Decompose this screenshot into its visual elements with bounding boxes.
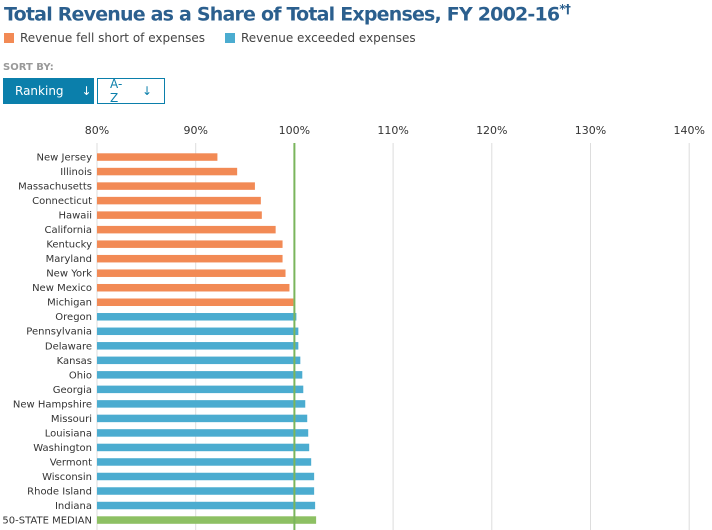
category-label: Indiana — [55, 501, 92, 512]
sort-ranking-button[interactable]: Ranking ↓ — [3, 78, 94, 104]
category-label: Kentucky — [46, 240, 92, 251]
category-label: New Hampshire — [13, 399, 92, 410]
x-tick-label: 120% — [476, 124, 507, 137]
bar — [97, 153, 218, 161]
category-label: California — [45, 225, 93, 236]
bar — [97, 327, 299, 336]
bar — [97, 371, 303, 379]
category-label: 50-STATE MEDIAN — [2, 516, 92, 527]
bar — [97, 240, 283, 248]
bar — [97, 443, 310, 452]
legend: Revenue fell short of expenses Revenue e… — [4, 31, 416, 45]
bar — [97, 342, 299, 350]
bar — [97, 225, 276, 234]
x-tick-label: 130% — [575, 124, 606, 137]
bar — [97, 516, 317, 524]
category-label: New Mexico — [32, 283, 92, 294]
category-label: Vermont — [50, 457, 92, 468]
bar — [97, 211, 262, 219]
category-label: Georgia — [53, 385, 92, 396]
x-tick-label: 80% — [85, 124, 109, 137]
bar — [97, 487, 315, 495]
category-label: Michigan — [47, 298, 92, 309]
category-label: Ohio — [69, 370, 92, 381]
category-label: Rhode Island — [27, 486, 92, 497]
bar — [97, 269, 286, 277]
bar — [97, 429, 309, 437]
bar — [97, 458, 312, 466]
bar — [97, 356, 301, 365]
category-label: Missouri — [51, 414, 92, 425]
bar — [97, 385, 304, 394]
category-label: New York — [46, 269, 92, 280]
bar — [97, 501, 316, 510]
arrow-down-icon: ↓ — [141, 84, 152, 98]
category-label: Washington — [33, 443, 92, 454]
category-label: Hawaii — [58, 211, 92, 222]
category-label: Maryland — [46, 254, 92, 265]
bar — [97, 196, 261, 205]
category-label: Illinois — [60, 167, 92, 178]
category-label: Kansas — [57, 356, 92, 367]
bar — [97, 414, 308, 423]
sort-az-button[interactable]: A-Z ↓ — [97, 77, 165, 105]
legend-item-exceeded: Revenue exceeded expenses — [224, 31, 416, 45]
category-label: Wisconsin — [42, 472, 92, 483]
category-label: Louisiana — [45, 428, 92, 439]
x-tick-label: 140% — [673, 124, 704, 137]
bar — [97, 472, 315, 481]
bar — [97, 182, 255, 190]
chart-title: Total Revenue as a Share of Total Expens… — [4, 2, 571, 26]
x-tick-label: 100% — [279, 124, 310, 137]
x-tick-label: 110% — [377, 124, 408, 137]
category-label: New Jersey — [37, 153, 93, 164]
bar — [97, 298, 294, 306]
legend-item-short: Revenue fell short of expenses — [4, 31, 205, 45]
category-label: Delaware — [45, 341, 92, 352]
category-label: Oregon — [55, 312, 92, 323]
bar — [97, 283, 290, 292]
category-label: Massachusetts — [18, 182, 92, 193]
arrow-down-icon: ↓ — [81, 84, 92, 98]
bar — [97, 400, 306, 408]
bar — [97, 254, 283, 263]
category-label: Connecticut — [32, 196, 92, 207]
bar — [97, 167, 238, 176]
category-label: Pennsylvania — [26, 327, 92, 338]
sort-by-label: SORT BY: — [3, 62, 54, 73]
x-tick-label: 90% — [183, 124, 207, 137]
bar — [97, 313, 297, 321]
